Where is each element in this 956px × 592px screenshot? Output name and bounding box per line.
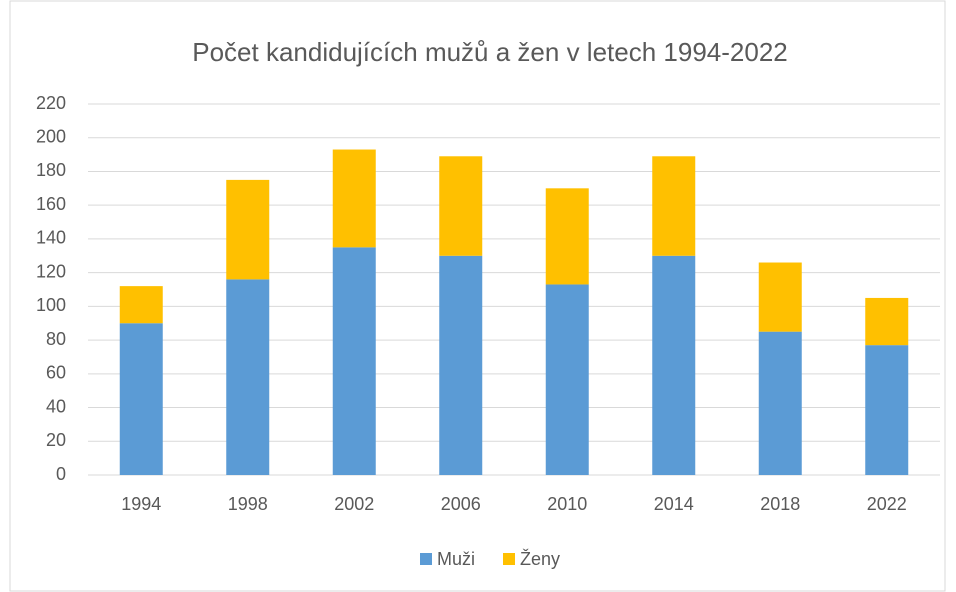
x-tick-label: 1998 xyxy=(228,494,268,514)
bar-segment xyxy=(119,286,163,324)
legend-swatch xyxy=(503,553,515,565)
bar-segment xyxy=(332,149,376,248)
legend-label: Ženy xyxy=(520,549,560,569)
y-tick-label: 140 xyxy=(36,228,66,248)
y-tick-label: 200 xyxy=(36,126,66,146)
bar-segment xyxy=(652,156,696,256)
bar-segment xyxy=(865,345,909,475)
y-tick-label: 180 xyxy=(36,160,66,180)
bar-segment xyxy=(226,179,270,280)
y-tick-label: 120 xyxy=(36,261,66,281)
bar-segment xyxy=(652,255,696,475)
y-tick-label: 60 xyxy=(46,363,66,383)
bar-segment xyxy=(545,188,589,285)
bar-segment xyxy=(545,284,589,475)
bar-segment xyxy=(119,323,163,475)
legend-swatch xyxy=(420,553,432,565)
y-tick-label: 80 xyxy=(46,329,66,349)
bar-segment xyxy=(439,156,483,256)
x-tick-label: 2018 xyxy=(760,494,800,514)
bar-segment xyxy=(332,247,376,475)
bar-segment xyxy=(226,279,270,475)
x-tick-label: 2010 xyxy=(547,494,587,514)
y-tick-label: 100 xyxy=(36,295,66,315)
x-tick-label: 1994 xyxy=(121,494,161,514)
y-tick-label: 20 xyxy=(46,430,66,450)
y-tick-label: 220 xyxy=(36,93,66,113)
legend-label: Muži xyxy=(437,549,475,569)
y-tick-label: 0 xyxy=(56,464,66,484)
bar-segment xyxy=(439,255,483,475)
bar-segment xyxy=(758,262,802,332)
x-tick-label: 2022 xyxy=(867,494,907,514)
bar-segment xyxy=(758,331,802,475)
x-tick-label: 2014 xyxy=(654,494,694,514)
chart-title: Počet kandidujících mužů a žen v letech … xyxy=(192,37,788,67)
bar-segment xyxy=(865,297,909,346)
y-tick-label: 160 xyxy=(36,194,66,214)
x-tick-label: 2006 xyxy=(441,494,481,514)
x-tick-label: 2002 xyxy=(334,494,374,514)
y-tick-label: 40 xyxy=(46,396,66,416)
